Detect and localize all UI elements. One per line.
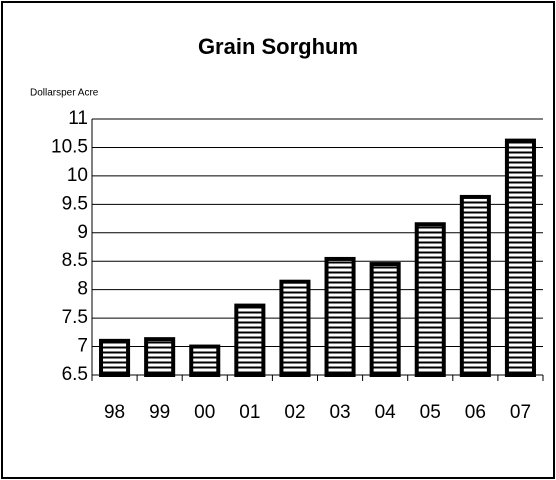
x-tick-label: 02: [284, 402, 305, 423]
y-tick-label: 7: [77, 336, 88, 357]
bar: [144, 337, 176, 378]
x-tick-label: 03: [329, 402, 350, 423]
bar: [369, 262, 401, 378]
x-tick-label: 01: [239, 402, 260, 423]
x-tick-label: 98: [104, 402, 125, 423]
y-tick-label: 8: [77, 279, 88, 300]
y-tick-label: 9.5: [62, 193, 88, 214]
y-tick-label: 7.5: [62, 307, 88, 328]
y-tick-label: 8.5: [62, 250, 88, 271]
x-tick-label: 99: [149, 402, 170, 423]
x-tick-label: 04: [375, 402, 397, 423]
y-axis-label: Dollarsper Acre: [30, 88, 99, 99]
bar: [324, 256, 356, 377]
x-tick-label: 00: [194, 402, 215, 423]
x-tick-label: 05: [420, 402, 441, 423]
bar: [414, 222, 446, 377]
chart-title: Grain Sorghum: [198, 34, 358, 59]
y-tick-label: 10: [67, 165, 88, 186]
bar: [459, 194, 491, 377]
y-tick-label: 11: [68, 108, 88, 129]
y-tick-label: 6.5: [62, 364, 88, 385]
bar: [279, 279, 311, 377]
bar: [99, 338, 131, 378]
y-tick-label: 9: [77, 222, 88, 243]
bar: [234, 303, 266, 377]
bar: [189, 344, 221, 377]
x-tick-label: 07: [510, 402, 531, 423]
y-tick-label: 10.5: [51, 136, 88, 157]
x-tick-label: 06: [465, 402, 486, 423]
bar: [504, 138, 536, 377]
